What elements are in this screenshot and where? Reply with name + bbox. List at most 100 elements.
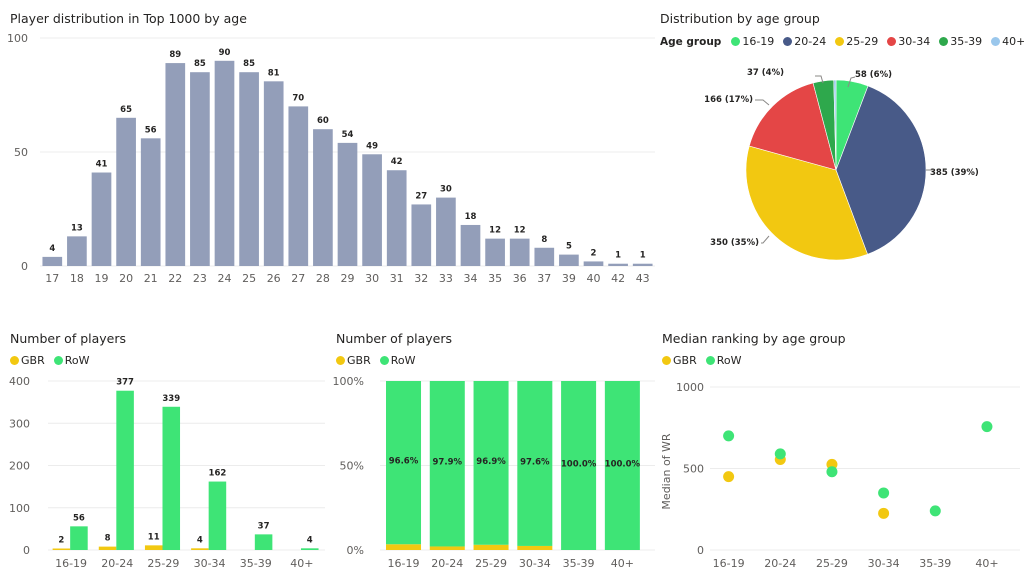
legend-item-30-34[interactable]: 30-34 <box>887 35 930 48</box>
x-tick-label: 31 <box>390 272 404 285</box>
stacked-panel: Number of players GBR RoW 0% 50% 100% 96.6%… <box>330 320 660 583</box>
x-tick-label: 20-24 <box>764 557 796 570</box>
legend-item-16-19[interactable]: 16-19 <box>731 35 774 48</box>
data-label: 30 <box>440 185 452 195</box>
data-label: 56 <box>73 513 85 523</box>
legend-item-40-plus[interactable]: 40+ <box>991 35 1024 48</box>
x-tick-label: 29 <box>341 272 355 285</box>
x-tick-label: 34 <box>464 272 478 285</box>
y-tick-label: 0 <box>697 544 704 557</box>
data-label: 11 <box>148 532 160 542</box>
pie-data-label: 385 (39%) <box>930 168 979 178</box>
stacked-legend: GBR RoW <box>336 354 420 367</box>
data-label: 56 <box>145 125 157 135</box>
legend-item-25-29[interactable]: 25-29 <box>835 35 878 48</box>
bar <box>239 72 259 266</box>
pie-title: Distribution by age group <box>660 11 820 26</box>
data-label: 4 <box>307 535 313 545</box>
x-tick-label: 20-24 <box>431 557 463 570</box>
bar <box>411 204 432 266</box>
data-label: 85 <box>194 59 206 69</box>
x-tick-label: 25-29 <box>816 557 848 570</box>
x-tick-label: 35-39 <box>240 557 272 570</box>
data-label: 18 <box>465 212 477 222</box>
scatter-chart: 0 500 1000 Median of WR 16-19 20-24 25-29 30-34… <box>660 381 1020 570</box>
pie-legend-title: Age group <box>660 35 722 48</box>
scatter-legend: GBR RoW <box>662 354 746 367</box>
data-label: 65 <box>120 105 132 115</box>
x-tick-label: 40 <box>587 272 601 285</box>
bar <box>559 254 579 266</box>
pie-data-label: 37 (4%) <box>747 68 784 78</box>
legend-item-gbr[interactable]: GBR <box>10 354 45 367</box>
bar-gbr <box>386 544 422 550</box>
x-tick-label: 25 <box>242 272 256 285</box>
y-tick-label: 100 <box>9 502 30 515</box>
stacked-chart: 0% 50% 100% 96.6% 16-19 97.9% 20-24 96.9% 25-29 9… <box>333 375 655 570</box>
x-tick-label: 42 <box>611 272 625 285</box>
x-tick-label: 24 <box>218 272 232 285</box>
clustered-panel: Number of players GBR RoW 0 100 200 300 400 2… <box>0 320 330 583</box>
leader-line <box>847 76 856 88</box>
bar-row <box>561 381 597 550</box>
bar <box>583 261 604 266</box>
legend-item-gbr[interactable]: GBR <box>336 354 371 367</box>
data-label: 41 <box>96 160 108 170</box>
legend-item-20-24[interactable]: 20-24 <box>783 35 826 48</box>
data-label: 1 <box>640 251 646 261</box>
x-tick-label: 26 <box>267 272 281 285</box>
bar <box>288 106 309 267</box>
y-tick-label: 50 <box>14 146 28 159</box>
data-label: 8 <box>105 534 111 544</box>
pie-slice <box>748 82 837 171</box>
bar-row <box>604 381 640 550</box>
data-label: 97.6% <box>520 457 550 467</box>
y-tick-label: 400 <box>9 375 30 388</box>
bar <box>460 224 481 266</box>
x-tick-label: 32 <box>414 272 428 285</box>
x-tick-label: 35-39 <box>563 557 595 570</box>
legend-dot-icon <box>835 37 845 46</box>
x-tick-label: 37 <box>537 272 551 285</box>
bar <box>509 238 530 266</box>
bar <box>608 263 628 266</box>
data-label: 2 <box>58 536 64 546</box>
x-tick-label: 21 <box>144 272 158 285</box>
legend-item-35-39[interactable]: 35-39 <box>939 35 982 48</box>
x-tick-label: 27 <box>291 272 305 285</box>
legend-item-row[interactable]: RoW <box>53 354 89 367</box>
y-axis-title: Median of WR <box>660 433 673 509</box>
bar-row <box>386 381 422 545</box>
data-label: 12 <box>489 226 501 236</box>
bar-gbr <box>517 545 553 550</box>
bar <box>91 172 112 266</box>
legend-item-row[interactable]: RoW <box>705 354 741 367</box>
pie-data-label: 166 (17%) <box>704 95 753 105</box>
point-row <box>826 466 838 478</box>
x-tick-label: 40+ <box>290 557 313 570</box>
legend-item-row[interactable]: RoW <box>379 354 415 367</box>
bar-row <box>517 381 553 546</box>
clustered-legend: GBR RoW <box>10 354 94 367</box>
pie-slice <box>745 145 868 261</box>
bar <box>362 154 382 266</box>
y-tick-label: 0% <box>347 544 364 557</box>
data-label: 339 <box>162 394 180 404</box>
point-row <box>929 505 941 517</box>
legend-dot-icon <box>336 356 345 365</box>
bar <box>386 170 407 266</box>
pie-legend: Age group 16-19 20-24 25-29 30-34 35-39 … <box>660 35 1024 48</box>
legend-item-gbr[interactable]: GBR <box>662 354 697 367</box>
data-label: 162 <box>209 469 227 479</box>
pie-panel: Distribution by age group Age group 16-1… <box>655 0 1024 300</box>
bar <box>534 247 555 266</box>
x-tick-label: 18 <box>70 272 84 285</box>
legend-dot-icon <box>783 37 793 46</box>
data-label: 70 <box>292 93 304 103</box>
data-label: 85 <box>243 59 255 69</box>
data-label: 1 <box>615 251 621 261</box>
point-gbr <box>878 507 890 519</box>
bar <box>140 138 161 266</box>
x-tick-label: 28 <box>316 272 330 285</box>
pie-chart: 58 (6%) 385 (39%) 350 (35%) 166 (17%) 37 (4%… <box>704 68 979 261</box>
